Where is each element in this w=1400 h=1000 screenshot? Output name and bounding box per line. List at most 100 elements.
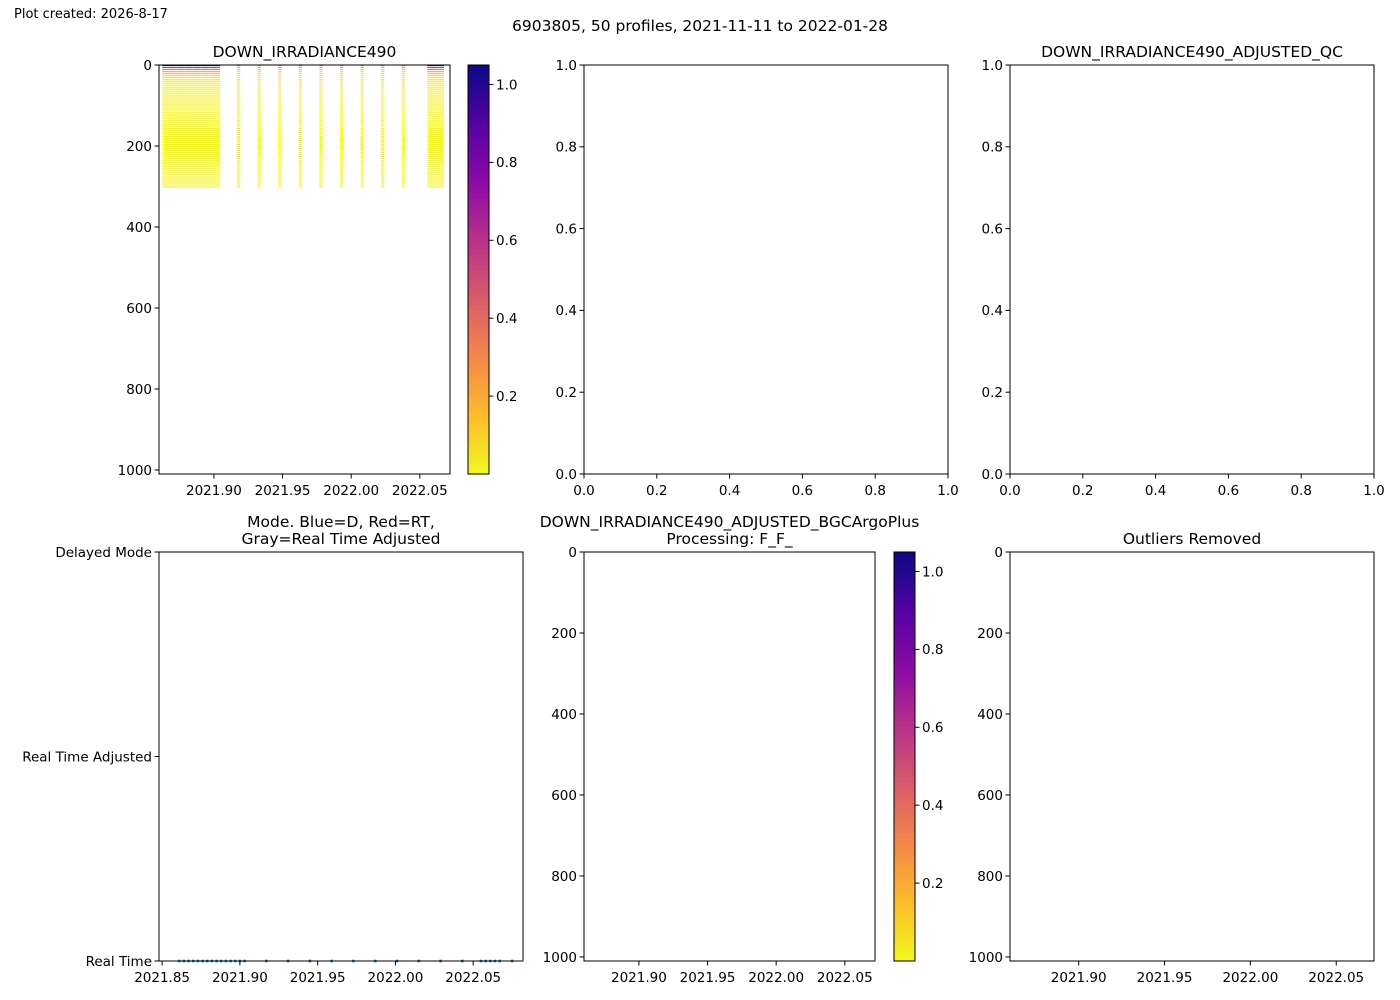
heatmap-cell (237, 107, 241, 109)
colorbar-segment (894, 848, 915, 855)
colorbar-segment (894, 618, 915, 625)
heatmap-cell (340, 73, 344, 75)
heatmap-cell (178, 79, 184, 81)
heatmap-cell (203, 103, 208, 105)
heatmap-cell (195, 144, 200, 146)
heatmap-cell (360, 172, 364, 174)
colorbar-segment (894, 552, 915, 558)
heatmap-cell (298, 164, 302, 166)
heatmap-cell (431, 125, 436, 127)
heatmap-cell (435, 129, 440, 131)
heatmap-cell (199, 152, 204, 154)
heatmap-cell (178, 115, 184, 117)
heatmap-cell (203, 97, 208, 99)
heatmap-cell (439, 99, 444, 101)
heatmap-cell (178, 81, 184, 83)
heatmap-cell (178, 129, 184, 131)
heatmap-cell (237, 77, 241, 79)
heatmap-cell (195, 131, 200, 133)
heatmap-cell (170, 87, 175, 89)
heatmap-cell (401, 184, 405, 186)
heatmap-cell (199, 65, 204, 67)
heatmap-cell (431, 156, 436, 158)
y-tick-label: 0.4 (556, 303, 577, 319)
heatmap-cell (174, 133, 179, 135)
heatmap-cell (319, 67, 323, 69)
x-tick-label: 0.4 (719, 483, 740, 499)
heatmap-cell (340, 121, 344, 123)
heatmap-cell (278, 184, 282, 186)
heatmap-cell (381, 158, 385, 160)
heatmap-cell (170, 129, 175, 131)
heatmap-cell (215, 156, 221, 158)
heatmap-cell (319, 135, 323, 138)
colorbar-segment (894, 909, 915, 916)
heatmap-cell (381, 164, 385, 166)
heatmap-cell (207, 85, 212, 87)
heatmap-cell (191, 184, 196, 186)
heatmap-cell (170, 69, 175, 71)
heatmap-cell (298, 119, 302, 121)
heatmap-cell (166, 99, 171, 101)
colorbar-segment (894, 950, 915, 957)
heatmap-cell (340, 154, 344, 156)
heatmap-cell (360, 81, 364, 83)
heatmap-cell (381, 109, 385, 111)
heatmap-cell (162, 178, 167, 180)
colorbar-tick-label: 0.4 (922, 798, 943, 814)
heatmap-cell (439, 101, 444, 103)
heatmap-cell (207, 168, 212, 170)
colorbar-segment (468, 289, 489, 296)
heatmap-cell (439, 129, 444, 131)
heatmap-cell (381, 131, 385, 133)
colorbar-segment (894, 920, 915, 926)
heatmap-cell (195, 137, 200, 140)
heatmap-cell (215, 113, 221, 115)
heatmap-cell (203, 105, 208, 107)
heatmap-cell (166, 77, 171, 79)
heatmap-cell (237, 85, 241, 87)
heatmap-cell (199, 186, 204, 188)
heatmap-cell (174, 125, 179, 127)
heatmap-cell (162, 127, 167, 129)
heatmap-cell (340, 148, 344, 150)
heatmap-cell (431, 186, 436, 188)
heatmap-cell (401, 105, 405, 107)
heatmap-cell (381, 89, 385, 91)
heatmap-cell (207, 186, 212, 188)
heatmap-cell (182, 139, 188, 142)
heatmap-cell (278, 71, 282, 73)
heatmap-cell (178, 91, 184, 93)
heatmap-cell (199, 144, 204, 146)
heatmap-cell (431, 85, 436, 87)
heatmap-cell (211, 172, 217, 174)
axes-frame (583, 64, 949, 475)
heatmap-cell (191, 103, 196, 105)
heatmap-cell (360, 77, 364, 79)
heatmap-cell (191, 81, 196, 83)
heatmap-cell (237, 111, 241, 113)
heatmap-cell (431, 160, 436, 162)
heatmap-cell (162, 95, 167, 97)
heatmap-cell (319, 97, 323, 99)
heatmap-cell (166, 83, 171, 85)
heatmap-cell (162, 125, 167, 127)
heatmap-cell (162, 67, 167, 69)
heatmap-cell (203, 77, 208, 79)
heatmap-cell (237, 113, 241, 115)
heatmap-cell (427, 146, 432, 148)
heatmap-cell (237, 156, 241, 158)
heatmap-cell (278, 129, 282, 131)
heatmap-cell (187, 87, 192, 89)
heatmap-cell (298, 89, 302, 91)
heatmap-cell (237, 135, 241, 138)
heatmap-cell (431, 99, 436, 101)
heatmap-cell (191, 162, 196, 164)
heatmap-cell (162, 141, 167, 144)
heatmap-cell (174, 144, 179, 146)
heatmap-cell (278, 79, 282, 81)
heatmap-cell (203, 164, 208, 166)
colorbar-segment (894, 674, 915, 681)
subplot-title: DOWN_IRRADIANCE490 (213, 43, 397, 62)
heatmap-cell (439, 95, 444, 97)
